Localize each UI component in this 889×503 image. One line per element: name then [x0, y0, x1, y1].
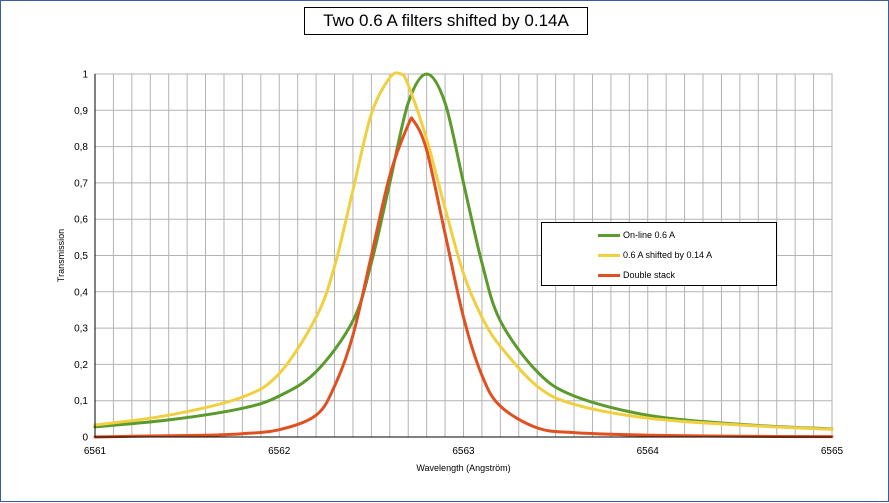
y-tick-label: 0,3 — [74, 324, 88, 335]
series-line-shifted — [93, 71, 834, 431]
axes: 0 0,1 0,2 0,3 0,4 0,5 0,6 0,7 0,8 0,9 1 6561 6562 656… — [56, 70, 844, 474]
x-tick-label: 6561 — [84, 446, 107, 457]
legend-item-double: Double stack — [542, 269, 675, 281]
y-tick-label: 0,4 — [74, 287, 88, 298]
legend-swatch-shifted — [598, 253, 620, 257]
legend-label-shifted: 0.6 A shifted by 0.14 A — [623, 250, 713, 260]
y-tick-label: 0,5 — [74, 251, 88, 262]
legend-label-double: Double stack — [623, 270, 676, 280]
x-tick-label: 6563 — [452, 446, 475, 457]
x-axis-label: Wavelength (Angström) — [416, 463, 510, 473]
legend-item-shifted: 0.6 A shifted by 0.14 A — [542, 249, 712, 261]
y-tick-label: 0,1 — [74, 396, 88, 407]
legend-label-online: On-line 0.6 A — [623, 230, 676, 240]
legend-item-online: On-line 0.6 A — [542, 229, 675, 241]
y-axis-label: Transmission — [56, 229, 66, 282]
chart-title: Two 0.6 A filters shifted by 0.14A — [304, 7, 588, 35]
legend-swatch-online — [598, 233, 620, 237]
y-tick-label: 0,7 — [74, 178, 88, 189]
legend-swatch-double — [598, 273, 620, 277]
y-tick-label: 0,2 — [74, 360, 88, 371]
series-lines — [93, 71, 834, 439]
y-tick-label: 0,6 — [74, 215, 88, 226]
series-line-online — [93, 72, 834, 431]
y-tick-label: 0,9 — [74, 106, 88, 117]
y-tick-label: 1 — [82, 70, 88, 81]
y-tick-label: 0 — [82, 433, 88, 444]
x-tick-label: 6564 — [637, 446, 660, 457]
y-tick-label: 0,8 — [74, 142, 88, 153]
legend: On-line 0.6 A 0.6 A shifted by 0.14 A Do… — [541, 222, 777, 286]
x-tick-label: 6565 — [821, 446, 844, 457]
series-line-double-stack — [93, 116, 834, 439]
x-tick-label: 6562 — [268, 446, 291, 457]
